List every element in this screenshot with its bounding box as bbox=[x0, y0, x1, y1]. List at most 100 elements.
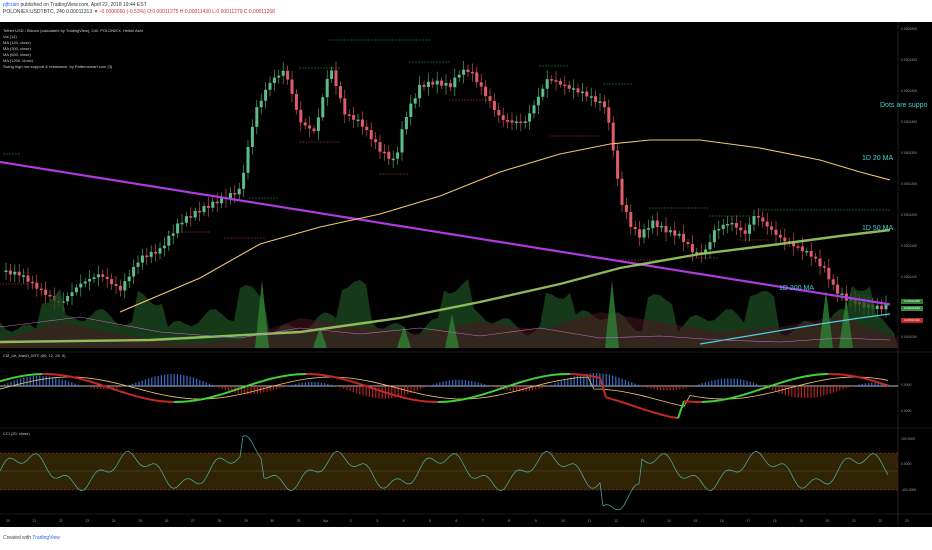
macd-histogram-bar bbox=[791, 386, 793, 397]
swing-dot bbox=[628, 259, 630, 261]
swing-dot bbox=[698, 257, 700, 259]
candle bbox=[558, 81, 562, 85]
macd-histogram-bar bbox=[100, 386, 102, 390]
candle bbox=[492, 100, 496, 111]
swing-dot bbox=[377, 39, 379, 41]
author-link[interactable]: pjfcrain bbox=[3, 2, 20, 8]
macd-histogram-bar bbox=[39, 375, 41, 386]
macd-histogram-bar bbox=[823, 386, 825, 396]
macd-histogram-bar bbox=[701, 383, 703, 386]
macd-histogram-bar bbox=[263, 386, 265, 393]
swing-dot bbox=[382, 173, 384, 175]
macd-histogram-bar bbox=[784, 386, 786, 396]
macd-histogram-bar bbox=[192, 377, 194, 386]
macd-line-segment bbox=[473, 394, 481, 398]
macd-histogram-bar bbox=[720, 378, 722, 386]
macd-histogram-bar bbox=[500, 386, 502, 389]
macd-histogram-bar bbox=[698, 384, 700, 386]
time-tick: 7 bbox=[481, 519, 484, 523]
swing-dot bbox=[338, 39, 340, 41]
macd-histogram-bar bbox=[320, 382, 322, 386]
macd-histogram-bar bbox=[295, 383, 297, 386]
swing-dot bbox=[20, 283, 22, 285]
candle bbox=[228, 193, 232, 199]
macd-histogram-bar bbox=[378, 386, 380, 399]
candle bbox=[61, 301, 65, 303]
swing-dot bbox=[816, 209, 818, 211]
time-tick: 30 bbox=[270, 519, 275, 523]
volume-spike bbox=[397, 326, 411, 348]
time-tick: 16 bbox=[719, 519, 724, 523]
macd-histogram-bar bbox=[247, 386, 249, 395]
macd-histogram-bar bbox=[631, 382, 633, 386]
macd-histogram-bar bbox=[148, 378, 150, 386]
swing-dot bbox=[193, 231, 195, 233]
swing-dot bbox=[652, 259, 654, 261]
candle bbox=[35, 282, 39, 289]
candle bbox=[409, 103, 413, 117]
swing-dot bbox=[502, 121, 504, 123]
ma-200-line bbox=[0, 160, 891, 306]
swing-dot bbox=[362, 39, 364, 41]
macd-histogram-bar bbox=[672, 386, 674, 391]
swing-dot bbox=[379, 173, 381, 175]
ma20-annotation: 1D 20 MA bbox=[862, 155, 894, 162]
macd-histogram-bar bbox=[269, 386, 271, 392]
chart-area[interactable]: Tether USD / Bitcoin (calculated by Trad… bbox=[0, 22, 932, 527]
macd-line-segment bbox=[95, 382, 103, 387]
candle bbox=[607, 107, 611, 123]
swing-dot bbox=[701, 257, 703, 259]
candle bbox=[233, 193, 237, 195]
swing-dot bbox=[249, 197, 251, 199]
candle bbox=[594, 96, 598, 102]
price-tick: 0.0001400 bbox=[901, 89, 918, 93]
candle bbox=[145, 255, 149, 258]
macd-histogram-bar bbox=[653, 386, 655, 390]
macd-histogram-bar bbox=[468, 380, 470, 386]
macd-histogram-bar bbox=[196, 378, 198, 386]
legend-line: Swing high low support & resistance, by … bbox=[3, 64, 113, 69]
macd-histogram-bar bbox=[564, 379, 566, 386]
tradingview-logo-link[interactable]: TradingView bbox=[32, 535, 60, 541]
candle bbox=[580, 91, 584, 94]
macd-line-segment bbox=[581, 373, 589, 377]
candle bbox=[726, 224, 730, 226]
swing-dot bbox=[606, 83, 608, 85]
macd-histogram-bar bbox=[132, 383, 134, 386]
macd-histogram-bar bbox=[407, 386, 409, 395]
candle bbox=[92, 277, 96, 279]
candle bbox=[585, 91, 589, 97]
candle bbox=[431, 81, 435, 85]
swing-dot bbox=[612, 83, 614, 85]
time-tick: 12 bbox=[614, 519, 618, 523]
candle bbox=[206, 206, 210, 208]
macd-histogram-bar bbox=[509, 386, 511, 391]
swing-dot bbox=[242, 237, 244, 239]
candle bbox=[4, 270, 8, 273]
price-tick: 0.0001300 bbox=[901, 151, 918, 155]
swing-dot bbox=[688, 207, 690, 209]
macd-signal-line bbox=[0, 376, 889, 407]
candle bbox=[453, 77, 457, 88]
macd-histogram-bar bbox=[848, 386, 850, 388]
candle bbox=[426, 81, 430, 87]
swing-dot bbox=[825, 209, 827, 211]
swing-dot bbox=[757, 239, 759, 241]
macd-histogram-bar bbox=[368, 386, 370, 398]
swing-dot bbox=[3, 153, 5, 155]
macd-histogram-bar bbox=[7, 382, 9, 386]
candle bbox=[237, 188, 241, 195]
macd-histogram-bar bbox=[759, 385, 761, 386]
macd-histogram-bar bbox=[567, 378, 569, 386]
candle bbox=[506, 120, 510, 122]
macd-histogram-bar bbox=[605, 374, 607, 386]
candle bbox=[299, 109, 303, 123]
swing-dot bbox=[780, 209, 782, 211]
macd-histogram-bar bbox=[602, 373, 604, 386]
swing-dot bbox=[526, 121, 528, 123]
candle bbox=[184, 216, 188, 223]
swing-dot bbox=[873, 209, 875, 211]
volume-spike bbox=[255, 280, 269, 348]
macd-line-segment bbox=[575, 373, 583, 376]
swing-dot bbox=[843, 209, 845, 211]
